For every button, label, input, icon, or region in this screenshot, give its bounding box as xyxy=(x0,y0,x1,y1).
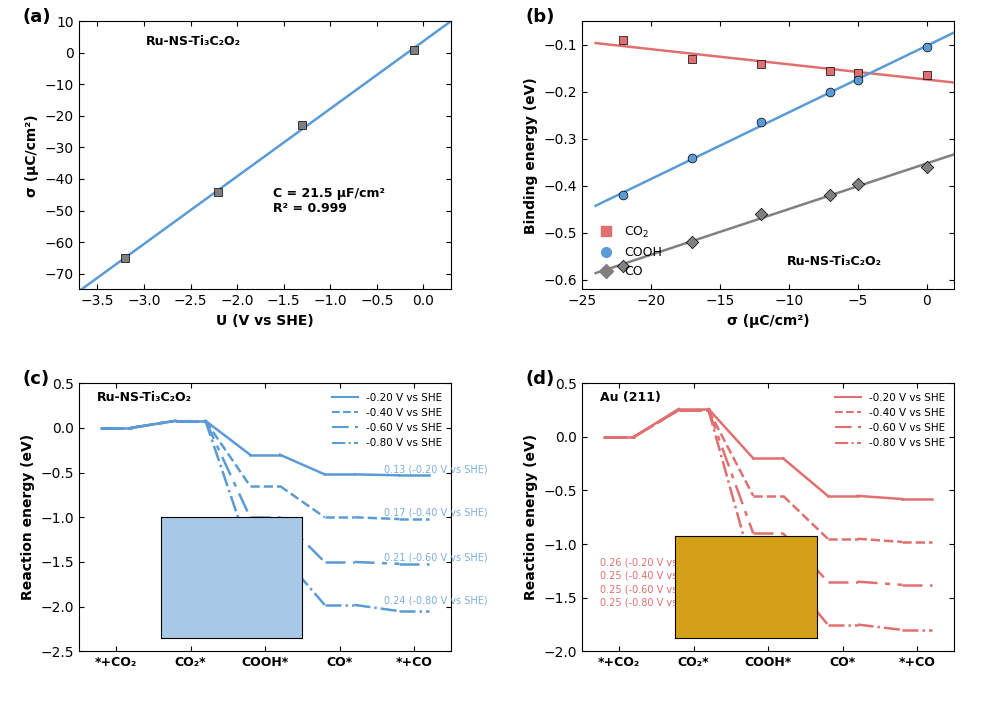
Text: 0.21 (-0.60 V vs SHE): 0.21 (-0.60 V vs SHE) xyxy=(385,552,488,562)
Point xyxy=(406,44,422,55)
Point xyxy=(850,67,866,79)
Text: 0.25 (-0.40 V vs SHE): 0.25 (-0.40 V vs SHE) xyxy=(600,571,705,581)
Point xyxy=(919,161,935,173)
Text: 0.26 (-0.20 V vs SHE): 0.26 (-0.20 V vs SHE) xyxy=(600,558,705,568)
Text: 0.13 (-0.20 V vs SHE): 0.13 (-0.20 V vs SHE) xyxy=(385,464,488,474)
Point xyxy=(117,252,133,263)
Legend: -0.20 V vs SHE, -0.40 V vs SHE, -0.60 V vs SHE, -0.80 V vs SHE: -0.20 V vs SHE, -0.40 V vs SHE, -0.60 V … xyxy=(830,389,950,452)
Text: Ru-NS-Ti₃C₂O₂: Ru-NS-Ti₃C₂O₂ xyxy=(787,255,882,268)
Point xyxy=(754,208,769,219)
Text: 0.24 (-0.80 V vs SHE): 0.24 (-0.80 V vs SHE) xyxy=(385,595,488,605)
Text: (b): (b) xyxy=(525,8,555,25)
Legend: -0.20 V vs SHE, -0.40 V vs SHE, -0.60 V vs SHE, -0.80 V vs SHE: -0.20 V vs SHE, -0.40 V vs SHE, -0.60 V … xyxy=(328,389,446,452)
Text: (d): (d) xyxy=(525,370,555,388)
Point xyxy=(684,236,700,248)
Point xyxy=(823,190,838,201)
Point xyxy=(850,74,866,86)
Point xyxy=(919,42,935,53)
Text: Ru-NS-Ti₃C₂O₂: Ru-NS-Ti₃C₂O₂ xyxy=(146,35,241,47)
Text: C = 21.5 μF/cm²
R² = 0.999: C = 21.5 μF/cm² R² = 0.999 xyxy=(273,188,385,215)
Point xyxy=(615,261,631,272)
Y-axis label: σ (μC/cm²): σ (μC/cm²) xyxy=(25,114,39,197)
Y-axis label: Binding energy (eV): Binding energy (eV) xyxy=(523,77,538,234)
Point xyxy=(823,86,838,98)
Point xyxy=(684,152,700,164)
Point xyxy=(615,190,631,201)
Point xyxy=(850,178,866,189)
Text: 0.25 (-0.60 V vs SHE): 0.25 (-0.60 V vs SHE) xyxy=(600,584,705,595)
Point xyxy=(615,35,631,46)
Point xyxy=(684,53,700,64)
Text: Ru-NS-Ti₃C₂O₂: Ru-NS-Ti₃C₂O₂ xyxy=(97,392,192,404)
Text: (c): (c) xyxy=(23,370,50,388)
Point xyxy=(919,69,935,81)
Point xyxy=(294,120,310,131)
X-axis label: σ (μC/cm²): σ (μC/cm²) xyxy=(727,314,810,328)
Text: Au (211): Au (211) xyxy=(600,392,661,404)
Y-axis label: Reaction energy (eV): Reaction energy (eV) xyxy=(21,434,34,600)
X-axis label: U (V vs SHE): U (V vs SHE) xyxy=(216,314,314,328)
Text: (a): (a) xyxy=(23,8,51,25)
Point xyxy=(754,58,769,69)
Point xyxy=(754,117,769,128)
Text: 0.17 (-0.40 V vs SHE): 0.17 (-0.40 V vs SHE) xyxy=(385,508,488,518)
Point xyxy=(823,65,838,76)
Point xyxy=(211,186,226,198)
Legend: CO$_2$, COOH, CO: CO$_2$, COOH, CO xyxy=(588,219,667,283)
Y-axis label: Reaction energy (eV): Reaction energy (eV) xyxy=(523,434,538,600)
Text: 0.25 (-0.80 V vs SHE): 0.25 (-0.80 V vs SHE) xyxy=(600,598,705,607)
